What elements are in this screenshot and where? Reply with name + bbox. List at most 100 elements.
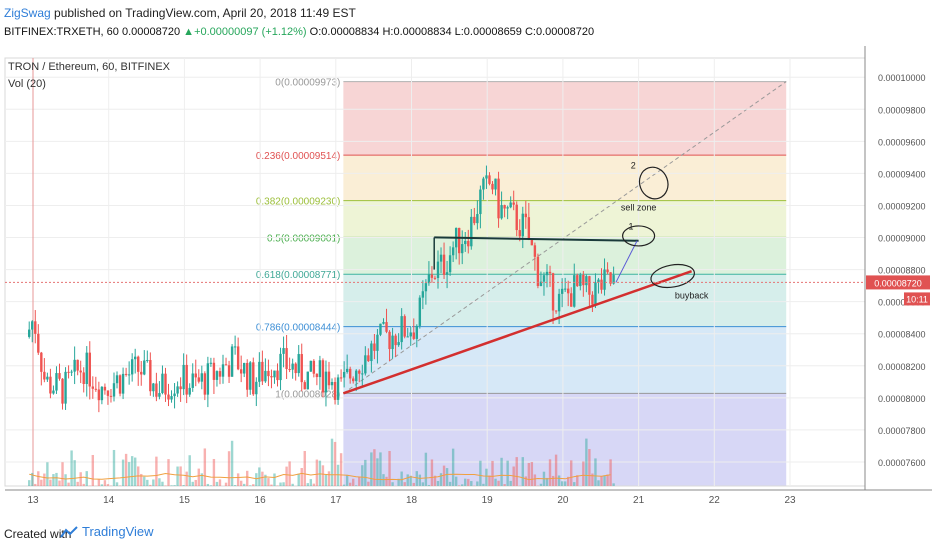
- candle-body: [327, 371, 331, 386]
- fib-label-4: 0.618(0.00008771): [256, 270, 341, 281]
- candle-body: [176, 386, 179, 394]
- candle-body: [58, 373, 61, 379]
- fib-bands: 0(0.00009973) 0.236(0.00009514) 0.382(0.00…: [256, 78, 787, 486]
- candle-body: [203, 373, 207, 395]
- current-price-label: 0.00008720: [874, 278, 922, 288]
- volume-bar: [539, 483, 543, 486]
- candle-body: [233, 346, 237, 348]
- volume-bar: [34, 483, 37, 486]
- candle-body: [55, 373, 58, 391]
- volume-bar: [194, 479, 197, 486]
- candle-body: [191, 373, 194, 388]
- volume-bar: [197, 468, 200, 486]
- x-tick-label: 20: [557, 495, 569, 506]
- candle-body: [67, 371, 70, 373]
- drawing-overlays: 2 sell zone 1 buyback: [5, 161, 865, 395]
- x-tick-label: 18: [406, 495, 418, 506]
- candle-body: [479, 189, 482, 215]
- volume-bar: [436, 481, 440, 486]
- volume-bar: [103, 480, 107, 486]
- candle-body: [249, 362, 252, 390]
- candle-body: [188, 387, 191, 395]
- volume-bar: [297, 473, 300, 486]
- candle-body: [433, 277, 437, 279]
- candle-body: [143, 360, 146, 375]
- candle-body: [379, 323, 382, 335]
- candle-body: [115, 375, 119, 384]
- fib-diagonal: [343, 81, 787, 394]
- candle-body: [409, 332, 412, 337]
- volume-bar: [591, 473, 594, 486]
- candle-body: [403, 316, 406, 337]
- buyback-circle: [650, 263, 696, 289]
- chart-area[interactable]: 0(0.00009973) 0.236(0.00009514) 0.382(0.00…: [0, 46, 932, 518]
- candle-body: [103, 386, 107, 391]
- candle-body: [146, 360, 149, 362]
- volume-bar: [442, 465, 446, 486]
- volume-bar: [206, 483, 210, 486]
- volume-bar: [548, 459, 552, 486]
- candle-body: [315, 373, 319, 378]
- volume-bar: [506, 460, 509, 486]
- volume-bar: [200, 473, 204, 486]
- volume-bar: [594, 458, 597, 486]
- candle-body: [530, 239, 534, 246]
- candle-body: [300, 354, 303, 383]
- volume-bar: [491, 460, 494, 486]
- x-tick-label: 21: [633, 495, 645, 506]
- fib-label-6: 1(0.00008028): [275, 389, 340, 400]
- tradingview-brand[interactable]: TradingView: [60, 524, 154, 539]
- candle-body: [194, 373, 197, 378]
- candle-body: [430, 274, 434, 278]
- candle-body: [37, 333, 40, 353]
- volume-bar: [303, 450, 306, 486]
- annotation-0: 2: [631, 161, 636, 171]
- volume-bar: [424, 452, 428, 486]
- volume-bar: [355, 485, 358, 486]
- candle-body: [548, 271, 552, 274]
- candle-body: [236, 346, 240, 370]
- volume-bar: [161, 481, 164, 486]
- candle-body: [388, 331, 391, 350]
- volume-bar: [464, 478, 467, 486]
- candle-body: [382, 322, 385, 324]
- volume-bar: [58, 480, 61, 486]
- candle-body: [376, 334, 379, 351]
- candle-body: [557, 293, 561, 312]
- author-link[interactable]: ZigSwag: [4, 6, 51, 20]
- candle-body: [200, 373, 204, 382]
- candle-body: [457, 227, 461, 254]
- volume-bar: [67, 482, 70, 486]
- candle-body: [230, 346, 234, 377]
- volume-bar: [545, 477, 549, 486]
- candle-body: [355, 370, 358, 382]
- volume-bar: [158, 478, 161, 486]
- ohlc-values: O:0.00008834 H:0.00008834 L:0.00008659 C…: [309, 26, 595, 38]
- y-tick-label: 0.00009800: [878, 105, 926, 115]
- candle-body: [179, 386, 182, 390]
- candle-body: [497, 178, 500, 219]
- candle-body: [330, 382, 334, 386]
- annotation-3: buyback: [675, 290, 709, 300]
- candle-body: [291, 363, 294, 370]
- volume-bar: [76, 481, 79, 486]
- candle-body: [173, 393, 176, 397]
- price-chart[interactable]: 0(0.00009973) 0.236(0.00009514) 0.382(0.00…: [0, 46, 932, 518]
- candle-body: [282, 348, 285, 354]
- candle-body: [560, 288, 564, 294]
- volume-bar: [140, 473, 143, 486]
- candle-body: [137, 356, 140, 372]
- volume-bar: [494, 478, 497, 486]
- volume-bar: [176, 466, 179, 486]
- tradingview-brand-text: TradingView: [82, 524, 154, 539]
- candle-body: [370, 343, 373, 362]
- candle-body: [285, 348, 288, 370]
- candle-body: [91, 386, 95, 389]
- x-tick-label: 14: [103, 495, 115, 506]
- grid-lines: [4, 57, 866, 487]
- volume-bar: [430, 459, 434, 486]
- countdown-label: 10:11: [906, 294, 928, 304]
- volume-bar: [212, 458, 216, 486]
- candle-body: [494, 178, 497, 190]
- candle-body: [294, 363, 297, 374]
